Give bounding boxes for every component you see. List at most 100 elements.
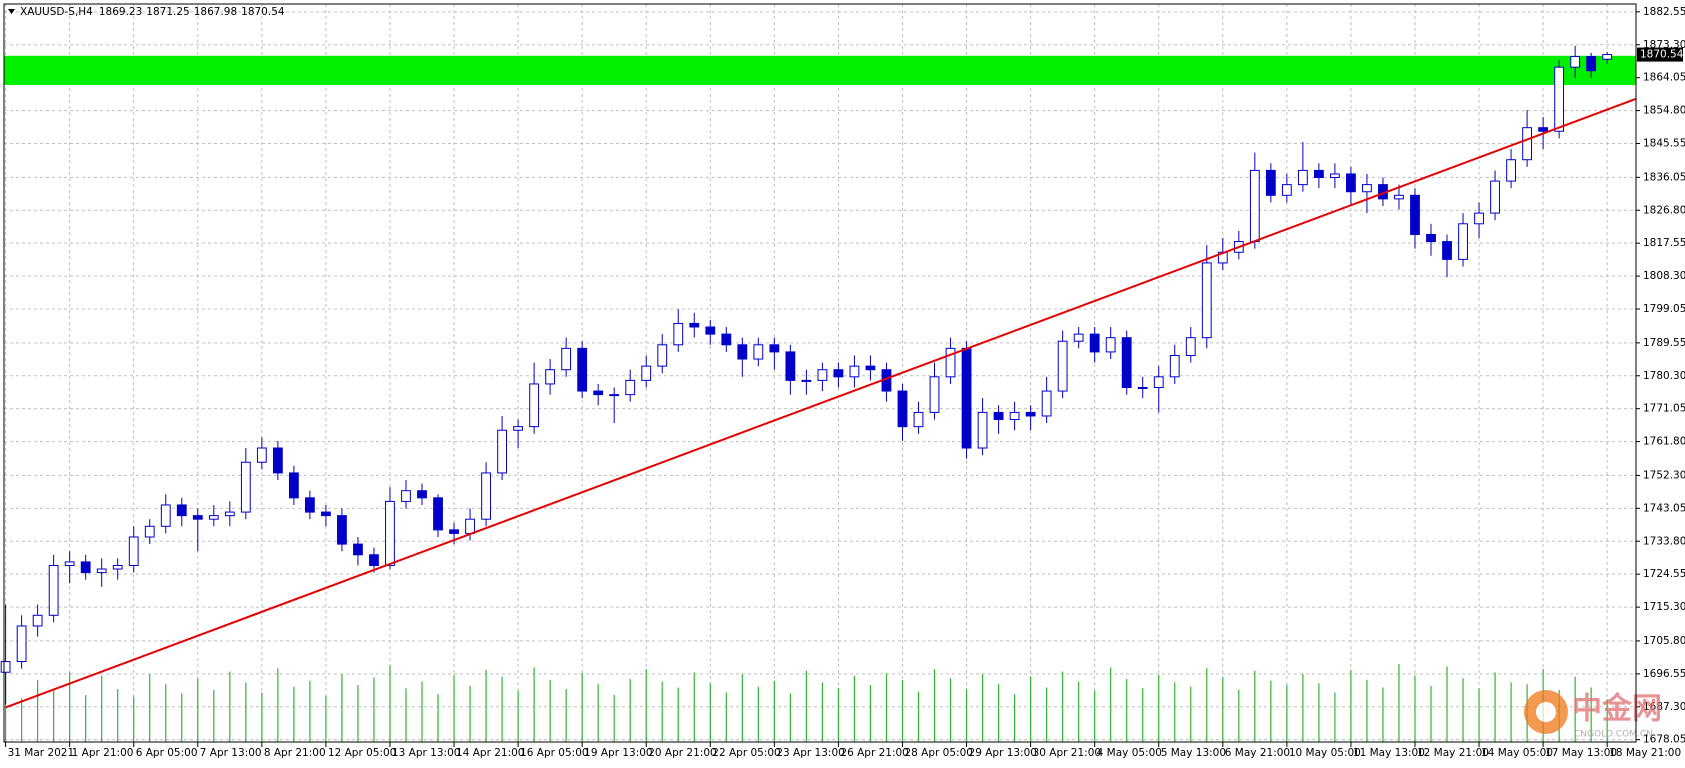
candle-body (913, 411, 924, 428)
x-tick-label: 14 May 05:00 (1481, 747, 1553, 759)
candle-body (1586, 55, 1597, 72)
candle-body (737, 344, 748, 360)
candle-body (1554, 66, 1565, 132)
candle-body (993, 411, 1004, 421)
candle-body (1330, 173, 1340, 179)
candle-body (1089, 333, 1100, 353)
candle-body (1426, 233, 1436, 243)
candle-body (977, 411, 988, 449)
candle-body (593, 390, 604, 396)
candle-body (1538, 127, 1549, 132)
candle-body (1057, 340, 1068, 392)
x-tick-label: 7 Apr 13:00 (200, 747, 262, 759)
x-tick-label: 31 Mar 2021 (8, 747, 75, 759)
x-tick-label: 19 Apr 13:00 (584, 747, 652, 759)
plot-frame (3, 3, 1637, 743)
header-open: 1869.23 (99, 6, 142, 18)
candle-body (160, 504, 171, 527)
candle-body (1265, 169, 1276, 196)
candle-body (1105, 337, 1116, 353)
candle-body (577, 347, 588, 392)
y-tick-label: 1705.80 (1643, 635, 1685, 647)
candle-body (16, 625, 27, 663)
candle-body (192, 515, 203, 520)
symbol: XAUUSD-S,H4 (20, 6, 93, 18)
x-tick-label: 13 Apr 13:00 (392, 747, 460, 759)
x-tick-label: 10 May 05:00 (1289, 747, 1361, 759)
candle-body (625, 379, 636, 396)
candle-body (1041, 390, 1052, 417)
y-tick-label: 1724.55 (1643, 568, 1685, 580)
candle-body (1249, 169, 1260, 243)
candle-body (272, 447, 283, 474)
candle-body (961, 347, 972, 449)
y-tick-label: 1771.05 (1643, 403, 1685, 415)
header-high: 1871.25 (146, 6, 189, 18)
candle-body (497, 429, 507, 474)
candle-body (288, 472, 299, 499)
y-tick-label: 1780.30 (1643, 370, 1685, 382)
candle-body (1153, 376, 1164, 389)
candle-body (1394, 194, 1404, 200)
y-tick-label: 1678.05 (1643, 734, 1685, 746)
candle-body (96, 568, 107, 574)
candle-body (753, 344, 764, 360)
candle-body (817, 369, 828, 381)
watermark-text: 中金网 (1572, 692, 1662, 727)
y-tick-label: 1836.05 (1643, 171, 1685, 183)
header-close: 1870.54 (241, 6, 285, 18)
candle-body (1458, 223, 1468, 260)
x-tick-label: 8 Apr 21:00 (264, 747, 326, 759)
candle-body (865, 365, 876, 371)
candle-body (128, 536, 139, 566)
candle-body (689, 322, 700, 328)
candle-body (801, 379, 812, 382)
candle-body (144, 525, 155, 538)
x-tick-label: 28 Apr 05:00 (904, 747, 972, 759)
candle-body (1313, 169, 1324, 179)
candle-body (1185, 337, 1196, 356)
candle-body (465, 518, 475, 534)
y-tick-label: 1882.55 (1643, 6, 1685, 18)
y-tick-label: 1854.80 (1643, 105, 1685, 117)
candle-body (513, 426, 524, 431)
y-tick-label: 1845.55 (1643, 138, 1685, 150)
candle-body (1073, 333, 1084, 342)
header-low: 1867.98 (194, 6, 237, 18)
y-tick-label: 1687.30 (1643, 701, 1685, 713)
candle-body (705, 326, 716, 335)
candle-body (64, 561, 75, 566)
candle-body (1490, 180, 1500, 214)
y-tick-label: 1696.55 (1643, 668, 1685, 680)
candle-body (208, 515, 219, 520)
y-tick-label: 1743.05 (1643, 502, 1685, 514)
candle-body (112, 564, 123, 570)
candle-body (337, 515, 347, 545)
candle-body (1410, 194, 1420, 235)
candle-body (1474, 212, 1484, 225)
x-tick-label: 1 Apr 21:00 (72, 747, 134, 759)
candle-body (481, 472, 491, 520)
x-tick-label: 29 Apr 13:00 (969, 747, 1037, 759)
candle-body (32, 614, 43, 627)
candle-body (657, 344, 668, 367)
candle-body (1297, 169, 1308, 186)
candle-body (385, 500, 395, 566)
x-tick-label: 14 Apr 21:00 (456, 747, 524, 759)
x-tick-label: 22 Apr 05:00 (712, 747, 780, 759)
candle-body (545, 369, 556, 385)
candle-body (849, 365, 860, 378)
chart-header: XAUUSD-S,H4 1869.23 1871.25 1867.98 1870.54 (20, 6, 285, 18)
x-tick-label: 11 May 13:00 (1353, 747, 1425, 759)
candle-body (401, 490, 411, 502)
x-tick-label: 12 May 21:00 (1417, 747, 1489, 759)
y-tick-label: 1826.80 (1643, 204, 1685, 216)
x-tick-label: 5 May 13:00 (1161, 747, 1226, 759)
candle-body (1570, 55, 1581, 68)
y-tick-label: 1808.30 (1643, 270, 1685, 282)
candle-body (721, 333, 732, 346)
y-tick-label: 1864.05 (1643, 72, 1685, 84)
y-tick-label: 1789.55 (1643, 337, 1685, 349)
x-tick-label: 26 Apr 21:00 (840, 747, 908, 759)
candle-body (833, 369, 844, 378)
